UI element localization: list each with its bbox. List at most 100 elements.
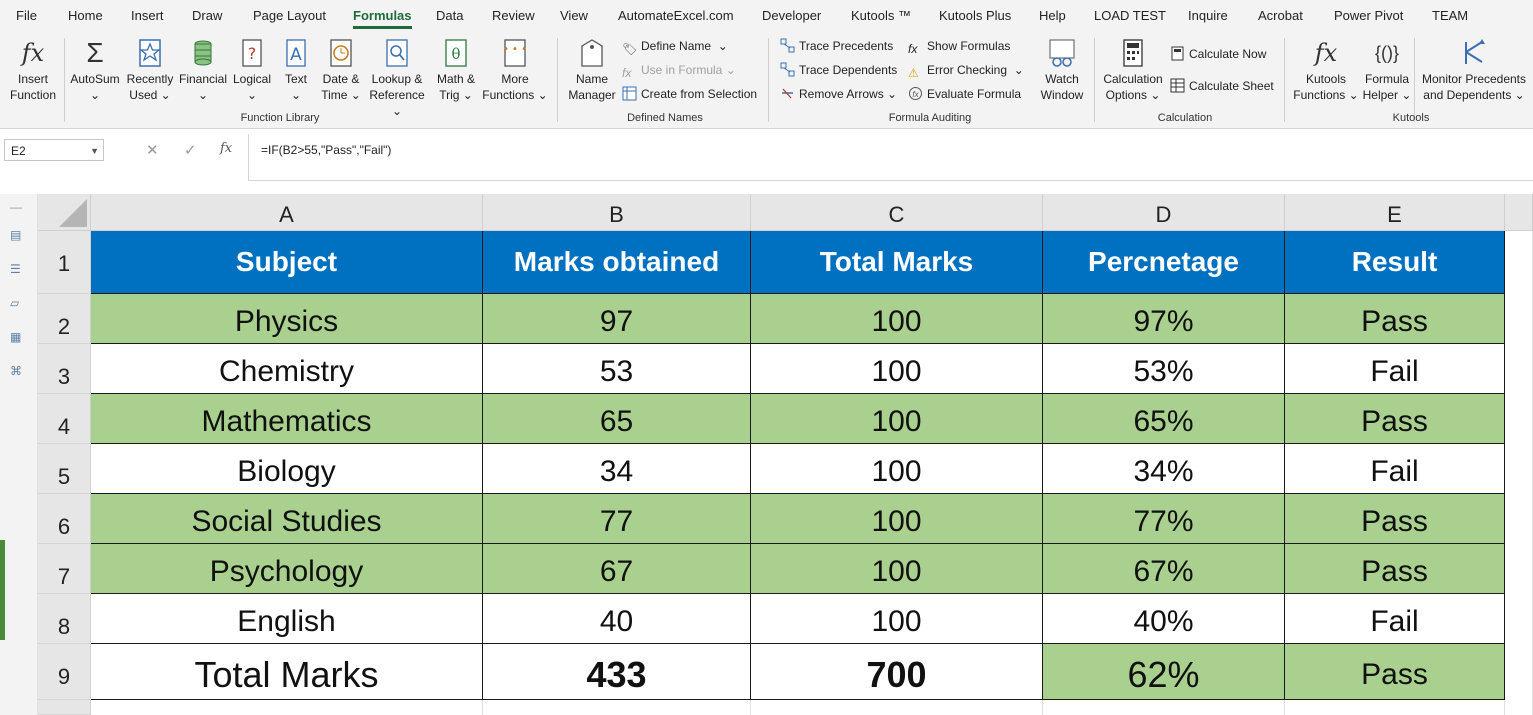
tab-data[interactable]: Data [436,8,464,23]
show-formulas-button[interactable]: fx Show Formulas [908,39,1011,56]
logical-button[interactable]: ? Logical ⌄ [230,38,274,103]
date-time-button[interactable]: Date & Time ⌄ [318,38,364,103]
tab-kutools-plus[interactable]: Kutools Plus [939,8,1012,23]
calculate-now-button[interactable]: Calculate Now [1170,45,1266,63]
remove-arrows-button[interactable]: Remove Arrows ⌄ [780,85,897,103]
row-header-2[interactable]: 2 [38,294,91,344]
enter-check-icon[interactable]: ✓ [184,142,197,159]
cell-d3[interactable]: 53% [1043,344,1285,394]
cell-a9[interactable]: Total Marks [91,644,483,700]
tab-automateexcel-com[interactable]: AutomateExcel.com [618,8,734,23]
cell-b4[interactable]: 65 [483,394,751,444]
blank-cell-row-10[interactable] [483,700,751,715]
recently-used-button[interactable]: Recently Used ⌄ [124,38,176,103]
tab-draw[interactable]: Draw [192,8,223,23]
cell-c9[interactable]: 700 [751,644,1043,700]
cell-c6[interactable]: 100 [751,494,1043,544]
cell-b7[interactable]: 67 [483,544,751,594]
row-header-1[interactable]: 1 [38,231,91,294]
cell-d8[interactable]: 40% [1043,594,1285,644]
cell-d5[interactable]: 34% [1043,444,1285,494]
binoculars-icon[interactable]: ⌘ [10,364,22,378]
cell-a3[interactable]: Chemistry [91,344,483,394]
layers-icon[interactable]: ▱ [10,296,20,310]
row-header-6[interactable]: 6 [38,494,91,544]
trace-dependents-button[interactable]: Trace Dependents [780,61,897,79]
cell-b5[interactable]: 34 [483,444,751,494]
cell-e3[interactable]: Fail [1285,344,1505,394]
autosum-button[interactable]: Σ AutoSum ⌄ [70,37,120,103]
list-icon[interactable]: ☰ [10,262,21,276]
row-header-7[interactable]: 7 [38,544,91,594]
column-header-c[interactable]: C [751,194,1043,231]
blank-cell-row-10[interactable] [1043,700,1285,715]
header-cell-c[interactable]: Total Marks [751,231,1043,294]
lookup-reference-button[interactable]: Lookup & Reference ⌄ [364,38,430,119]
cell-b8[interactable]: 40 [483,594,751,644]
blank-cell-row-10[interactable] [91,700,483,715]
tab-page-layout[interactable]: Page Layout [253,8,327,23]
select-all-corner[interactable] [38,194,91,231]
calculate-sheet-button[interactable]: Calculate Sheet [1170,77,1274,95]
column-header-blank[interactable] [1505,194,1533,231]
cell-c4[interactable]: 100 [751,394,1043,444]
evaluate-formula-button[interactable]: fx Evaluate Formula [908,85,1021,103]
cell-e5[interactable]: Fail [1285,444,1505,494]
cell-e4[interactable]: Pass [1285,394,1505,444]
cell-b6[interactable]: 77 [483,494,751,544]
header-cell-a[interactable]: Subject [91,231,483,294]
tab-review[interactable]: Review [492,8,535,23]
tab-acrobat[interactable]: Acrobat [1258,8,1303,23]
cell-e9[interactable]: Pass [1285,644,1505,700]
create-from-selection-button[interactable]: Create from Selection [622,85,757,103]
cell-d2[interactable]: 97% [1043,294,1285,344]
column-header-a[interactable]: A [91,194,483,231]
insert-function-icon[interactable]: fx [220,141,233,156]
blank-cell-row-10[interactable] [1285,700,1505,715]
cell-e8[interactable]: Fail [1285,594,1505,644]
tab-view[interactable]: View [560,8,588,23]
error-checking-button[interactable]: ⚠ Error Checking ⌄ [908,63,1024,80]
formula-input[interactable]: =IF(B2>55,"Pass","Fail") [248,134,1533,181]
calculation-options-button[interactable]: Calculation Options ⌄ [1100,38,1166,103]
monitor-precedents-button[interactable]: Monitor Precedents and Dependents ⌄ [1418,38,1530,103]
row-header-blank[interactable] [38,700,91,715]
row-header-4[interactable]: 4 [38,394,91,444]
tab-inquire[interactable]: Inquire [1188,8,1228,23]
row-header-9[interactable]: 9 [38,644,91,700]
cell-a5[interactable]: Biology [91,444,483,494]
cell-a2[interactable]: Physics [91,294,483,344]
trace-precedents-button[interactable]: Trace Precedents [780,37,893,55]
row-header-8[interactable]: 8 [38,594,91,644]
cell-e7[interactable]: Pass [1285,544,1505,594]
name-manager-button[interactable]: Name Manager [562,38,622,103]
cell-b9[interactable]: 433 [483,644,751,700]
cell-c8[interactable]: 100 [751,594,1043,644]
tab-kutools[interactable]: Kutools ™ [851,8,911,23]
tab-developer[interactable]: Developer [762,8,822,23]
cell-a7[interactable]: Psychology [91,544,483,594]
formula-helper-button[interactable]: {()} Formula Helper ⌄ [1362,38,1412,103]
tab-formulas[interactable]: Formulas [353,8,412,29]
column-header-d[interactable]: D [1043,194,1285,231]
row-header-5[interactable]: 5 [38,444,91,494]
table-icon[interactable]: ▤ [10,228,22,242]
cell-a6[interactable]: Social Studies [91,494,483,544]
watch-window-button[interactable]: Watch Window [1034,38,1090,103]
cell-c5[interactable]: 100 [751,444,1043,494]
tab-load-test[interactable]: LOAD TEST [1094,8,1167,23]
column-header-e[interactable]: E [1285,194,1505,231]
cell-c3[interactable]: 100 [751,344,1043,394]
tab-team[interactable]: TEAM [1432,8,1469,23]
tab-insert[interactable]: Insert [131,8,164,23]
define-name-button[interactable]: 🏷 Define Name ⌄ [622,39,728,56]
tab-power-pivot[interactable]: Power Pivot [1334,8,1404,23]
cell-e6[interactable]: Pass [1285,494,1505,544]
math-trig-button[interactable]: θ Math & Trig ⌄ [432,38,480,103]
name-box[interactable]: E2 ▼ [4,139,104,161]
tab-home[interactable]: Home [68,8,103,23]
use-in-formula-button[interactable]: fx Use in Formula ⌄ [622,63,736,80]
cell-a8[interactable]: English [91,594,483,644]
header-cell-d[interactable]: Percnetage [1043,231,1285,294]
cell-c7[interactable]: 100 [751,544,1043,594]
